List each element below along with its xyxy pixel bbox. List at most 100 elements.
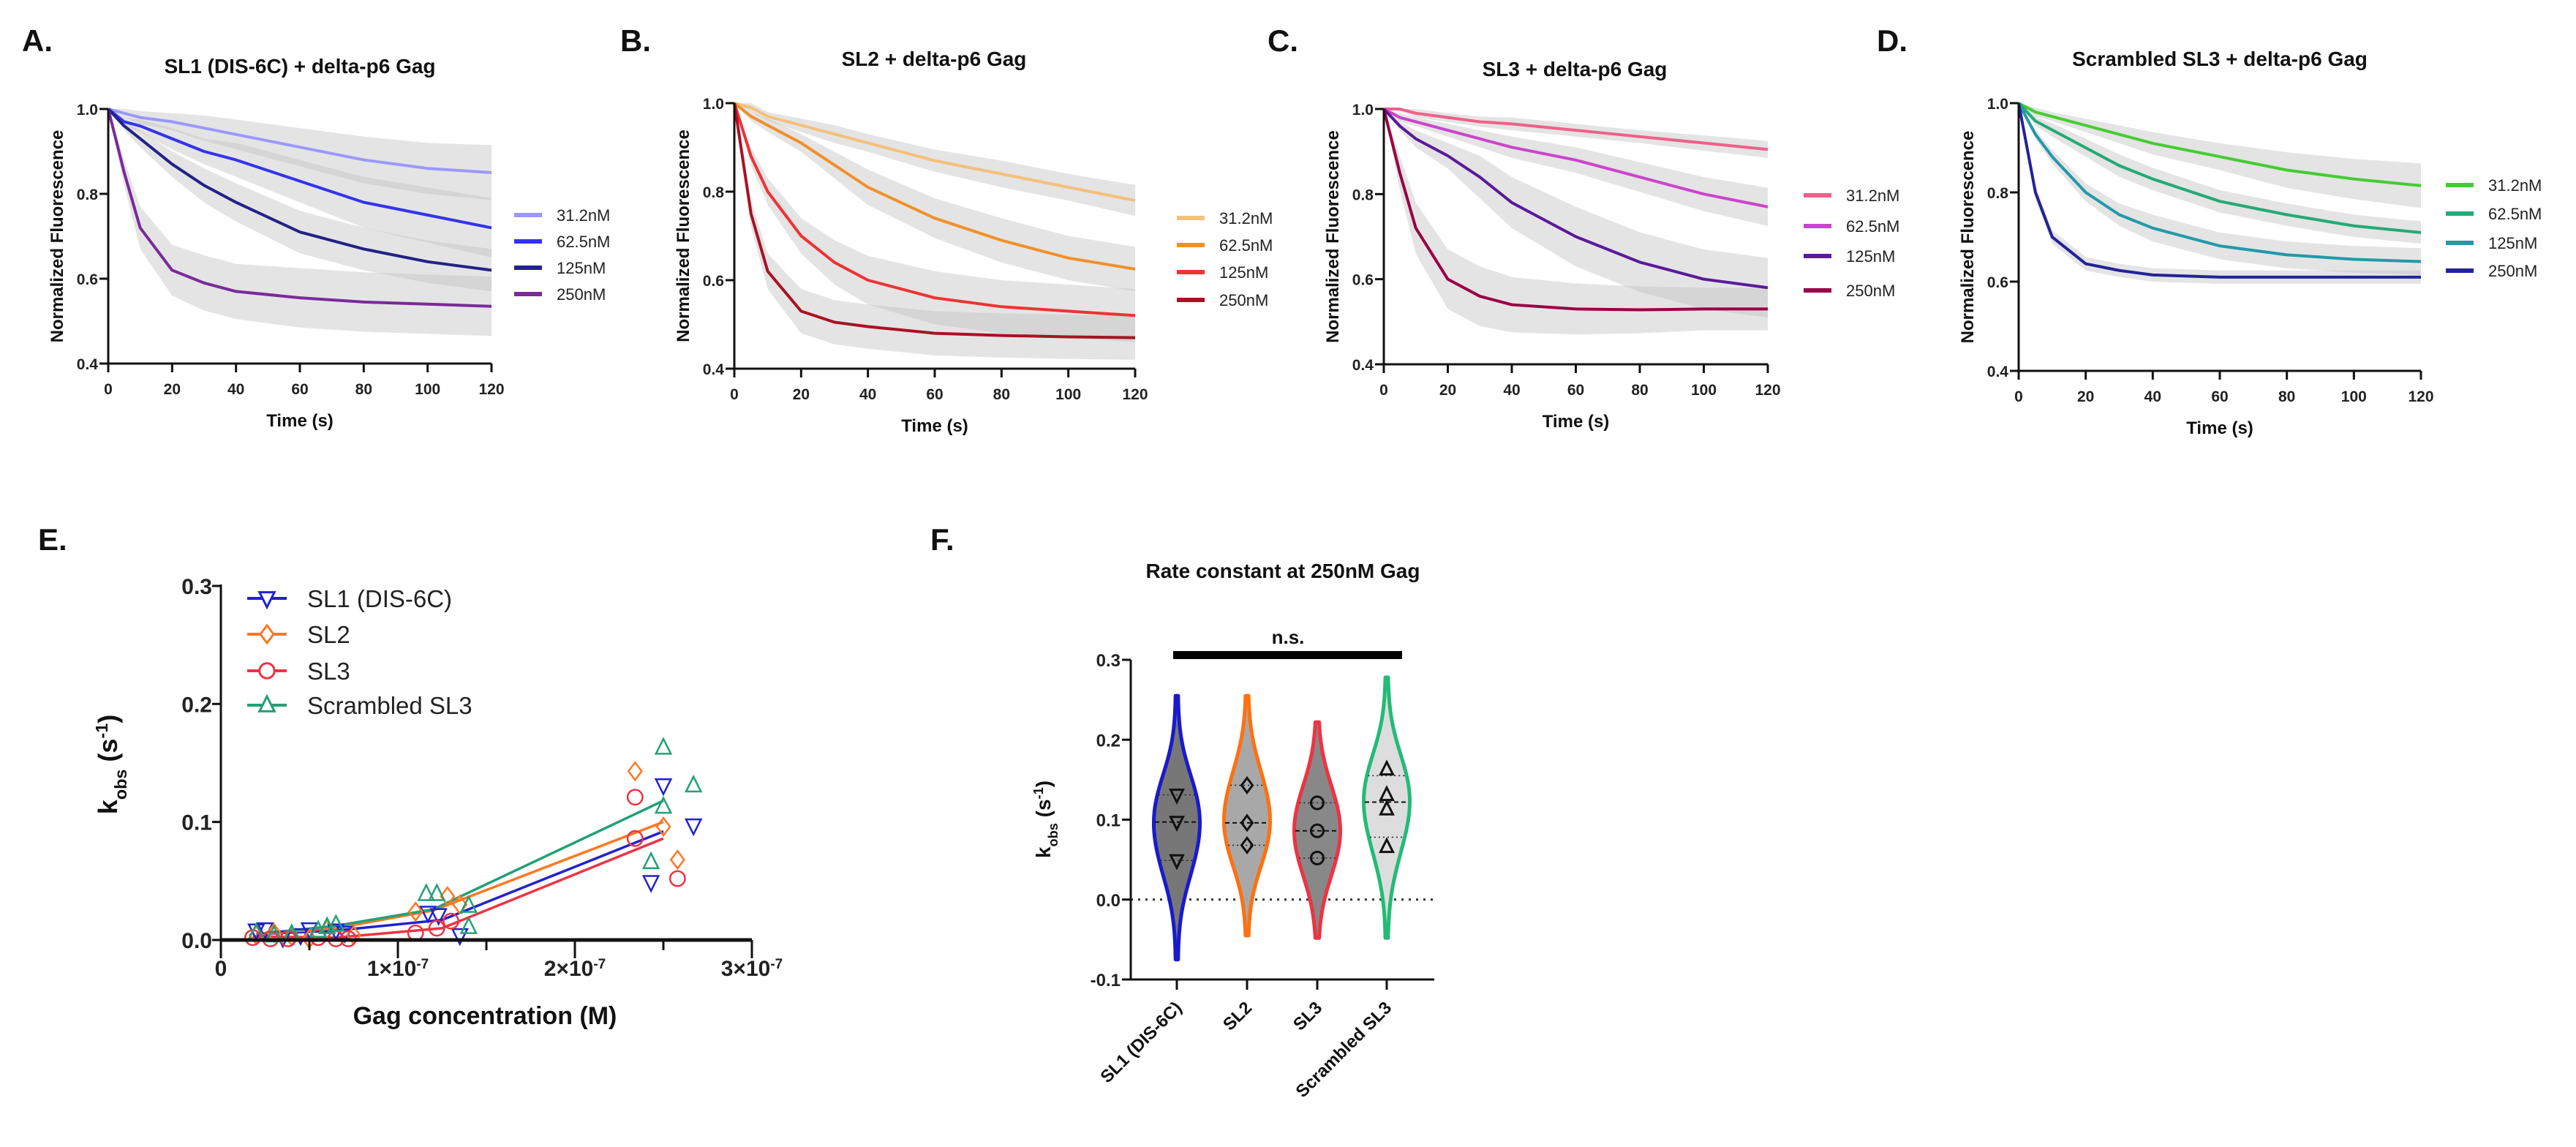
panel-label: D. [1877, 23, 1907, 58]
data-point [1379, 837, 1395, 854]
x-axis-label: Gag concentration (M) [353, 1002, 617, 1030]
panel-label: E. [38, 522, 67, 557]
data-point [1169, 816, 1185, 832]
y-tick-label: 1.0 [1987, 96, 2008, 113]
legend-label: 62.5nM [557, 233, 610, 251]
legend-label: 250nM [557, 285, 606, 304]
data-point [654, 778, 673, 797]
y-tick-label: 0.4 [1987, 364, 2009, 380]
data-point [442, 912, 460, 930]
y-tick-label: 0.1 [1096, 811, 1121, 831]
y-axis-label: Normalized Fluorescence [1323, 130, 1343, 343]
series-line [107, 108, 492, 308]
data-point [327, 914, 345, 932]
series-line [2017, 102, 2422, 234]
legend-label: 62.5nM [2488, 205, 2542, 223]
data-point [451, 928, 469, 947]
x-tick-label: 2×10-7 [544, 957, 606, 982]
error-band [108, 109, 492, 257]
legend-marker [258, 662, 276, 680]
data-point [407, 901, 423, 922]
chart-title: SL2 + delta-p6 Gag [842, 48, 1027, 70]
legend-label: Scrambled SL3 [307, 692, 472, 719]
x-tick-label: 120 [1122, 386, 1148, 403]
y-axis-label: Normalized Fluorescence [48, 130, 67, 343]
error-band [108, 109, 492, 292]
x-axis-label: Time (s) [1543, 412, 1610, 432]
panel-b: B. SL2 + delta-p6 Gag 0 20 40 60 80 100 120 0.4 0.… [620, 23, 1273, 436]
y-tick-label: 0.4 [1352, 357, 1374, 374]
legend-label: 250nM [2488, 262, 2537, 280]
y-tick-label: 0.6 [703, 273, 724, 290]
x-tick-label: 100 [1055, 386, 1081, 403]
data-point [1240, 813, 1254, 832]
data-point [459, 895, 478, 913]
ylabel-close: ) [93, 715, 123, 723]
y-tick-label: 0.8 [1352, 187, 1374, 203]
data-point [1310, 795, 1325, 811]
legend-marker [257, 591, 276, 610]
y-tick-label: 0.6 [1352, 272, 1374, 289]
ylabel-unit: (s [93, 739, 123, 770]
legend-label: 31.2nM [2488, 176, 2542, 195]
x-tick-label: 0 [104, 381, 113, 398]
data-point [626, 830, 644, 847]
panel-c: C. SL3 + delta-p6 Gag 0 20 40 60 80 100 120 0.4 0.… [1268, 23, 1899, 432]
legend-label: 62.5nM [1219, 236, 1273, 255]
x-tick-label: 20 [1439, 382, 1456, 399]
legend-label: 31.2nM [1846, 187, 1899, 205]
y-tick-label: 0.6 [77, 271, 98, 288]
series-line [733, 102, 1136, 339]
series-line [1382, 108, 1769, 290]
tick-mantissa: 3×10 [721, 957, 771, 981]
legend-label: SL2 [307, 621, 350, 648]
y-axis-label: kobs (s-1) [92, 715, 130, 814]
significance-bar [1173, 651, 1402, 659]
data-point [1310, 823, 1325, 838]
ylabel-main: k [1032, 846, 1055, 858]
data-point [669, 870, 686, 887]
x-tick-label: SL1 (DIS-6C) [1096, 998, 1186, 1087]
x-axis-label: Time (s) [901, 416, 968, 436]
y-tick-label: 1.0 [77, 102, 98, 119]
data-point [452, 894, 468, 915]
tick-mantissa: 0 [215, 957, 227, 981]
legend-label: 125nM [557, 259, 606, 277]
x-tick-label: 80 [355, 381, 372, 398]
data-point [654, 737, 673, 755]
panel-label: C. [1268, 23, 1298, 58]
y-tick-label: 0.3 [181, 575, 212, 599]
x-tick-label: 100 [2341, 388, 2367, 405]
y-tick-label: 0.3 [1096, 651, 1121, 671]
tick-mantissa: 1×10 [367, 957, 417, 981]
x-tick-label: 0 [215, 957, 227, 981]
fit-line [252, 837, 664, 939]
data-point [1240, 835, 1254, 854]
legend-marker [259, 623, 275, 645]
ylabel-sub: obs [111, 770, 130, 800]
ylabel-sub: obs [1046, 823, 1061, 846]
y-tick-label: 0.8 [1987, 185, 2009, 202]
y-tick-label: 0.1 [181, 811, 212, 835]
series-line [108, 108, 492, 174]
error-band [108, 109, 492, 336]
x-tick-label: 120 [1755, 382, 1780, 399]
chart-title: SL1 (DIS-6C) + delta-p6 Gag [164, 55, 435, 78]
y-axis-label: kobs (s-1) [1031, 781, 1061, 858]
legend-label: 125nM [1846, 247, 1895, 266]
x-tick-label: 60 [291, 381, 308, 398]
y-tick-label: 1.0 [1352, 102, 1374, 119]
chart-title: Scrambled SL3 + delta-p6 Gag [2072, 48, 2368, 70]
data-point [1379, 799, 1395, 816]
panel-label: F. [930, 522, 954, 557]
x-tick-label: 0 [1379, 382, 1388, 399]
y-tick-label: 0.6 [1987, 274, 2008, 291]
ylabel-close: ) [1032, 781, 1055, 787]
panel-label: B. [620, 23, 651, 58]
violin [1292, 720, 1342, 940]
data-point [428, 920, 445, 937]
x-tick-label: 40 [227, 381, 244, 398]
x-tick-label: 20 [793, 386, 810, 403]
data-point [684, 774, 703, 793]
